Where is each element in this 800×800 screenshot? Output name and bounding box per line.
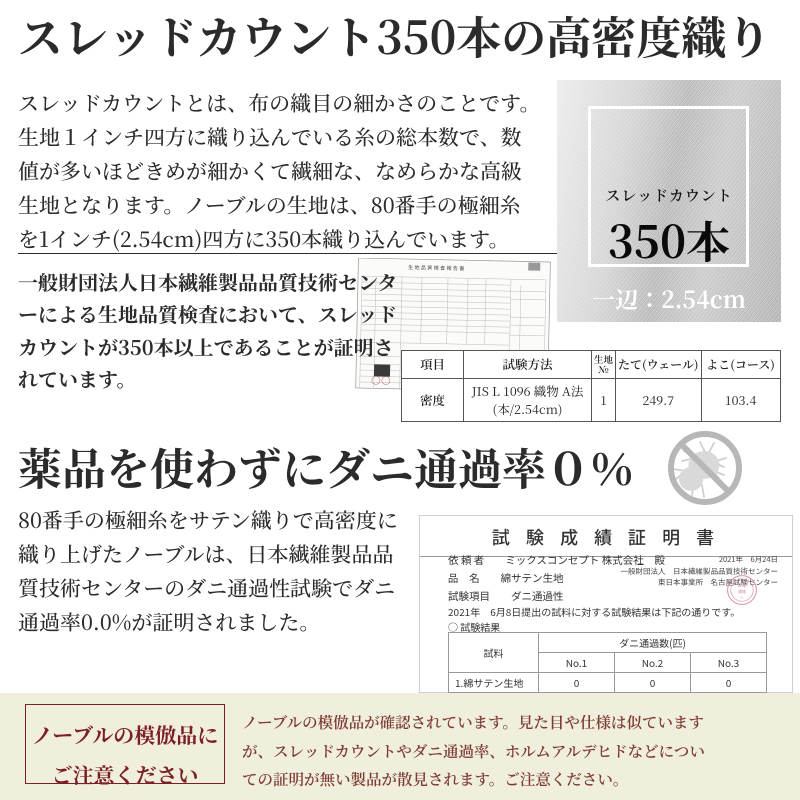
svg-text:C: C bbox=[741, 595, 744, 600]
svg-text:繊維: 繊維 bbox=[738, 588, 746, 594]
svg-text:日本: 日本 bbox=[737, 582, 747, 589]
